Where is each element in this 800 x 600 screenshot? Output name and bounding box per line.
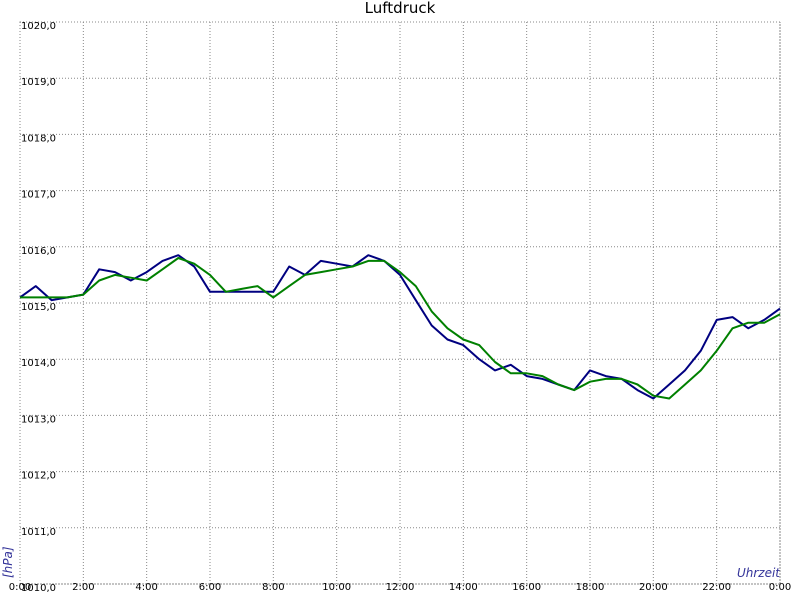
x-tick-label: 6:00 bbox=[199, 582, 221, 593]
x-tick-label: 0:00 bbox=[9, 582, 31, 593]
x-tick-label: 4:00 bbox=[135, 582, 157, 593]
y-tick-label: 1010,0 bbox=[21, 583, 56, 594]
y-tick-label: 1013,0 bbox=[21, 414, 56, 425]
x-tick-label: 22:00 bbox=[702, 582, 731, 593]
y-tick-label: 1012,0 bbox=[21, 471, 56, 482]
y-tick-label: 1015,0 bbox=[21, 302, 56, 313]
x-tick-label: 20:00 bbox=[639, 582, 668, 593]
y-tick-label: 1019,0 bbox=[21, 77, 56, 88]
y-tick-label: 1014,0 bbox=[21, 358, 56, 369]
x-tick-label: 18:00 bbox=[576, 582, 605, 593]
y-axis-label: [hPa] bbox=[1, 546, 15, 578]
x-tick-label: 0:00 bbox=[769, 582, 791, 593]
x-tick-label: 10:00 bbox=[322, 582, 351, 593]
series-line bbox=[19, 254, 781, 400]
y-tick-label: 1011,0 bbox=[21, 527, 56, 538]
x-axis-label: Uhrzeit bbox=[737, 566, 781, 580]
y-tick-label: 1018,0 bbox=[21, 133, 56, 144]
y-tick-label: 1017,0 bbox=[21, 190, 56, 201]
chart-title: Luftdruck bbox=[365, 0, 436, 17]
x-tick-label: 8:00 bbox=[262, 582, 284, 593]
x-tick-label: 14:00 bbox=[449, 582, 478, 593]
x-tick-label: 16:00 bbox=[512, 582, 541, 593]
y-tick-label: 1020,0 bbox=[21, 21, 56, 32]
x-tick-label: 2:00 bbox=[72, 582, 94, 593]
x-tick-label: 12:00 bbox=[386, 582, 415, 593]
y-tick-label: 1016,0 bbox=[21, 246, 56, 257]
series-line bbox=[20, 257, 781, 400]
